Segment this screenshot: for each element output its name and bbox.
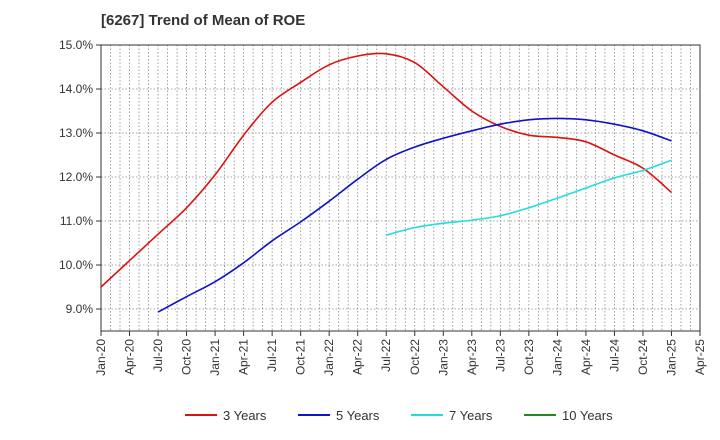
x-tick-label: Jul-23 (493, 339, 507, 372)
x-tick-label: Oct-20 (180, 339, 194, 375)
x-tick-label: Oct-24 (636, 339, 650, 375)
x-tick-label: Oct-23 (522, 339, 536, 375)
y-tick-label: 11.0% (60, 214, 93, 228)
y-tick-label: 14.0% (59, 82, 93, 96)
x-tick-label: Apr-22 (351, 339, 365, 375)
x-tick-label: Apr-23 (465, 339, 479, 375)
series-line-5-years (157, 117, 672, 313)
y-tick-label: 9.0% (66, 302, 94, 316)
legend-label-5-years: 5 Years (336, 408, 380, 423)
plot-frame (100, 44, 701, 332)
x-tick-label: Apr-20 (123, 339, 137, 375)
axes: 9.0% 10.0% 11.0% 12.0% 13.0% 14.0% 15.0% Jan-20… (59, 38, 707, 376)
x-tick-label: Jan-20 (94, 339, 108, 376)
legend-label-7-years: 7 Years (449, 408, 493, 423)
x-tick-label: Jan-23 (436, 339, 450, 376)
series-line-3-years (100, 52, 672, 288)
x-tick-label: Oct-22 (408, 339, 422, 375)
x-tick-label: Oct-21 (294, 339, 308, 375)
chart-title: [6267] Trend of Mean of ROE (101, 12, 306, 29)
x-tick-label: Apr-25 (693, 339, 707, 375)
x-tick-label: Jan-22 (322, 339, 336, 376)
x-tick-label: Apr-24 (579, 339, 593, 375)
x-tick-label: Jul-21 (265, 339, 279, 372)
x-tick-label: Jul-22 (379, 339, 393, 372)
legend: 3 Years 5 Years 7 Years 10 Years (185, 408, 613, 423)
x-tick-label: Jul-20 (151, 339, 165, 372)
y-tick-label: 13.0% (59, 126, 93, 140)
x-tick-label: Apr-21 (237, 339, 251, 375)
series-lines (100, 52, 672, 313)
y-tick-label: 12.0% (59, 170, 93, 184)
legend-label-10-years: 10 Years (562, 408, 613, 423)
series-line-7-years (386, 159, 672, 236)
y-tick-label: 15.0% (59, 38, 93, 52)
legend-label-3-years: 3 Years (223, 408, 267, 423)
x-tick-label: Jul-24 (607, 339, 621, 372)
y-tick-label: 10.0% (59, 258, 93, 272)
x-tick-label: Jan-24 (550, 339, 564, 376)
x-tick-label: Jan-25 (664, 339, 678, 376)
x-tick-label: Jan-21 (208, 339, 222, 376)
grid-lines (101, 45, 700, 331)
